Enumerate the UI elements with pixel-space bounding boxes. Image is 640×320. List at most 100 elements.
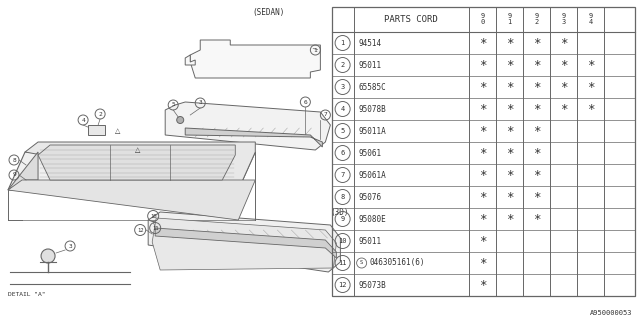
Text: *: * xyxy=(506,147,513,159)
Text: *: * xyxy=(506,59,513,71)
Text: 8: 8 xyxy=(340,194,345,200)
Text: 5: 5 xyxy=(172,102,175,108)
Text: 2: 2 xyxy=(99,111,102,116)
Text: 95080E: 95080E xyxy=(358,214,387,223)
Text: PARTS CORD: PARTS CORD xyxy=(385,15,438,24)
Text: S: S xyxy=(360,260,364,266)
Text: *: * xyxy=(559,102,567,116)
Text: *: * xyxy=(587,102,594,116)
Text: 95078B: 95078B xyxy=(358,105,387,114)
Text: 9
1: 9 1 xyxy=(508,13,511,26)
Polygon shape xyxy=(165,102,330,150)
Text: *: * xyxy=(479,36,486,50)
Text: *: * xyxy=(532,169,540,181)
Text: △: △ xyxy=(115,128,120,134)
Text: 11: 11 xyxy=(152,226,159,230)
Polygon shape xyxy=(190,40,321,78)
Text: 9
4: 9 4 xyxy=(588,13,593,26)
Text: (3D): (3D) xyxy=(330,208,349,217)
Text: *: * xyxy=(506,212,513,226)
Text: 5: 5 xyxy=(340,128,345,134)
Text: *: * xyxy=(532,81,540,93)
Text: 94514: 94514 xyxy=(358,38,382,47)
Text: 10: 10 xyxy=(339,238,347,244)
Circle shape xyxy=(177,116,184,124)
Text: (SEDAN): (SEDAN) xyxy=(252,8,285,17)
Text: 1: 1 xyxy=(340,40,345,46)
Text: 9: 9 xyxy=(340,216,345,222)
Text: *: * xyxy=(506,102,513,116)
Text: 10: 10 xyxy=(150,213,156,219)
Text: 9: 9 xyxy=(12,172,16,178)
Text: *: * xyxy=(559,59,567,71)
Text: 95061: 95061 xyxy=(358,148,382,157)
Text: 4: 4 xyxy=(340,106,345,112)
Text: A950000053: A950000053 xyxy=(589,310,632,316)
Text: *: * xyxy=(532,147,540,159)
Polygon shape xyxy=(8,180,255,220)
Text: *: * xyxy=(532,124,540,138)
Text: 3: 3 xyxy=(68,244,72,249)
Polygon shape xyxy=(155,228,337,258)
Text: *: * xyxy=(479,81,486,93)
Text: *: * xyxy=(479,59,486,71)
Text: *: * xyxy=(479,124,486,138)
Text: 65585C: 65585C xyxy=(358,83,387,92)
Polygon shape xyxy=(185,55,195,65)
Text: 6: 6 xyxy=(340,150,345,156)
Text: △: △ xyxy=(135,147,141,153)
Text: 9
3: 9 3 xyxy=(561,13,566,26)
Text: DETAIL "A": DETAIL "A" xyxy=(8,292,45,297)
Text: *: * xyxy=(532,36,540,50)
Circle shape xyxy=(26,181,33,188)
Text: *: * xyxy=(479,169,486,181)
Text: *: * xyxy=(506,36,513,50)
Text: *: * xyxy=(506,81,513,93)
Text: 95076: 95076 xyxy=(358,193,382,202)
Text: 1: 1 xyxy=(314,47,317,52)
Text: *: * xyxy=(506,124,513,138)
Text: *: * xyxy=(479,147,486,159)
Text: 6: 6 xyxy=(303,100,307,105)
Polygon shape xyxy=(185,128,323,147)
Text: *: * xyxy=(559,81,567,93)
Text: *: * xyxy=(479,257,486,269)
Circle shape xyxy=(41,249,55,263)
Text: *: * xyxy=(479,190,486,204)
Text: *: * xyxy=(532,59,540,71)
Text: 12: 12 xyxy=(137,228,143,233)
Polygon shape xyxy=(25,142,255,190)
Text: 95073B: 95073B xyxy=(358,281,387,290)
Text: *: * xyxy=(532,102,540,116)
Polygon shape xyxy=(152,218,337,270)
Text: 9
2: 9 2 xyxy=(534,13,538,26)
Text: *: * xyxy=(479,102,486,116)
Text: *: * xyxy=(479,212,486,226)
Text: 8: 8 xyxy=(12,157,16,163)
Text: 7: 7 xyxy=(340,172,345,178)
Text: 7: 7 xyxy=(323,113,327,117)
Text: 95011: 95011 xyxy=(358,60,382,69)
Polygon shape xyxy=(38,145,236,180)
Text: 3: 3 xyxy=(198,100,202,106)
Text: *: * xyxy=(479,235,486,247)
Text: 046305161(6): 046305161(6) xyxy=(370,259,425,268)
Polygon shape xyxy=(8,152,255,190)
Text: 95061A: 95061A xyxy=(358,171,387,180)
Text: 11: 11 xyxy=(339,260,347,266)
Polygon shape xyxy=(148,212,340,272)
Text: 4: 4 xyxy=(81,117,85,123)
Text: 12: 12 xyxy=(339,282,347,288)
Text: *: * xyxy=(559,36,567,50)
Circle shape xyxy=(26,168,34,176)
Text: 3: 3 xyxy=(340,84,345,90)
Text: *: * xyxy=(532,212,540,226)
Text: 2: 2 xyxy=(340,62,345,68)
Polygon shape xyxy=(88,125,105,135)
Text: *: * xyxy=(587,59,594,71)
Text: *: * xyxy=(506,169,513,181)
Text: *: * xyxy=(479,278,486,292)
Text: 95011A: 95011A xyxy=(358,126,387,135)
Text: *: * xyxy=(532,190,540,204)
Text: 95011: 95011 xyxy=(358,236,382,245)
